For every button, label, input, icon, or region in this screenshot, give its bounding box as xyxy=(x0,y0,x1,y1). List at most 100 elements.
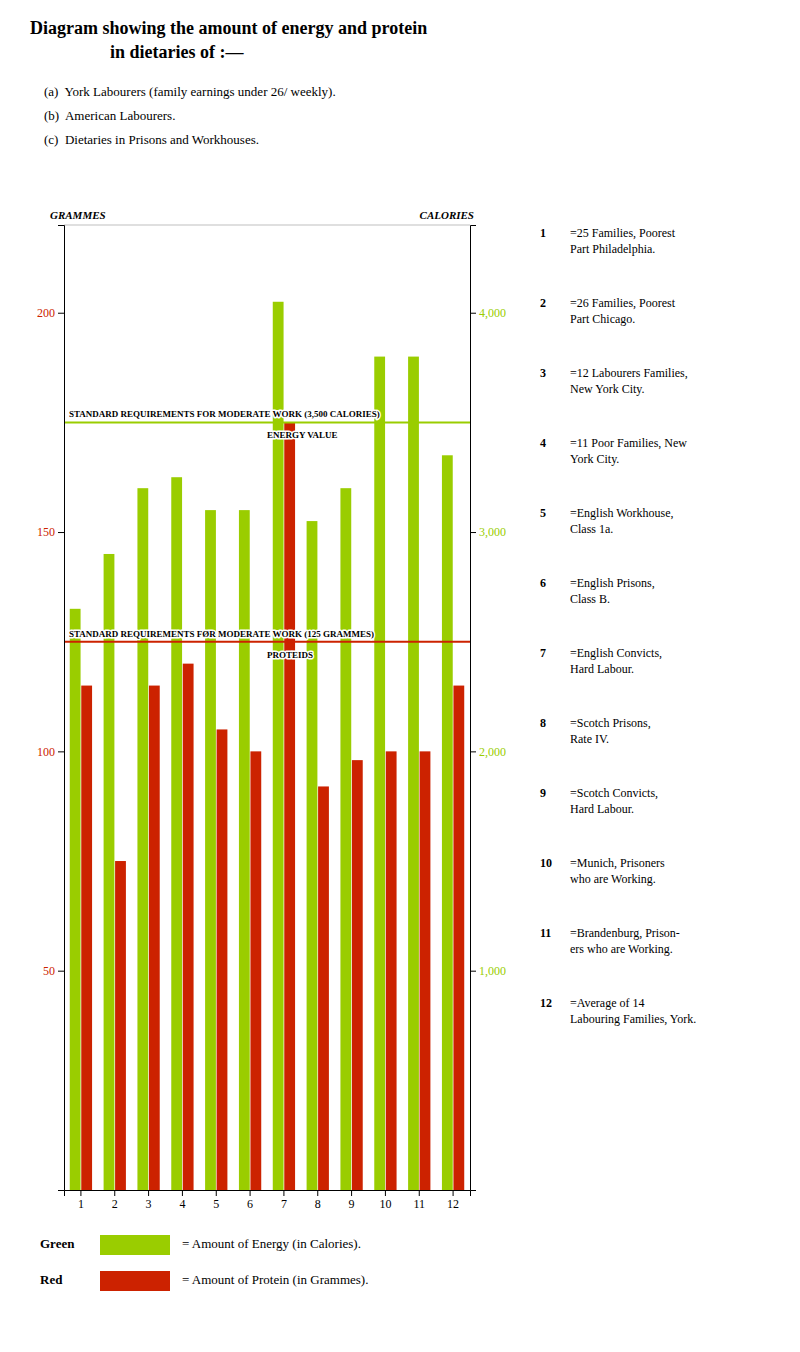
tick-label: 50 xyxy=(43,964,55,978)
legend-key: Red xyxy=(40,1272,63,1287)
note-number: 4 xyxy=(540,436,546,450)
note-text: =Brandenburg, Prison-ers who are Working… xyxy=(570,926,680,956)
tick-mark xyxy=(216,1190,217,1196)
bar xyxy=(408,357,419,1190)
note-text: =11 Poor Families, New York City. xyxy=(570,436,687,466)
tick: 3,000 xyxy=(470,525,506,539)
tick-label: 8 xyxy=(315,1197,321,1211)
tick-mark xyxy=(351,1190,352,1196)
bar xyxy=(205,510,216,1190)
tick-label: 12 xyxy=(447,1197,459,1211)
tick-label: 4 xyxy=(179,1197,185,1211)
reference-line xyxy=(64,421,470,423)
note-line: who are Working. xyxy=(570,872,656,886)
note-text: =English Convicts, Hard Labour. xyxy=(570,646,662,676)
subtitle: (b) American Labourers. xyxy=(44,108,175,123)
bar xyxy=(239,510,250,1190)
reference-label: ENERGY VALUE xyxy=(267,430,338,440)
note-number: 1 xyxy=(540,226,546,240)
bar xyxy=(217,729,228,1190)
bar xyxy=(104,554,115,1190)
note-line: =Average of 14 xyxy=(570,996,645,1010)
bar xyxy=(70,609,81,1190)
y2-axis: 1,000 2,000 3,000 4,000 xyxy=(470,226,506,1191)
note-text: =Munich, Prisonerswho are Working. xyxy=(570,856,665,886)
note-line: =11 Poor Families, New xyxy=(570,436,687,450)
tick-mark xyxy=(283,1190,284,1196)
bar xyxy=(149,686,160,1190)
tick-mark xyxy=(250,1190,251,1196)
reference-label: PROTEIDS xyxy=(267,650,313,660)
tick-label: 5 xyxy=(213,1197,219,1211)
bar xyxy=(115,861,126,1190)
legend: Green = Amount of Energy (in Calories). Re… xyxy=(40,1235,368,1291)
bar xyxy=(420,751,431,1190)
note-text: =Average of 14Labouring Families, York. xyxy=(570,996,696,1026)
title: in dietaries of :— xyxy=(110,42,244,62)
tick-mark xyxy=(58,532,64,533)
y-axis: 50 100 150 200 xyxy=(37,226,65,1191)
bar xyxy=(453,686,464,1190)
note-text: =English Workhouse, Class 1a. xyxy=(570,506,674,536)
tick: 10 xyxy=(379,1190,391,1211)
reference-label: STANDARD REQUIREMENTS FØR MODERATE WORK … xyxy=(69,629,374,639)
note-line: =English Convicts, xyxy=(570,646,662,660)
tick-mark xyxy=(470,751,476,752)
y-axis-title: GRAMMES xyxy=(50,209,106,221)
legend-swatch xyxy=(100,1235,170,1255)
bar-series xyxy=(70,302,453,1190)
tick: 100 xyxy=(37,745,64,759)
note-line: Class 1a. xyxy=(570,522,613,536)
axis-line xyxy=(471,226,477,1191)
tick-mark xyxy=(419,1190,420,1196)
subtitle: (a) York Labourers (family earnings unde… xyxy=(44,84,336,99)
tick-mark xyxy=(58,313,64,314)
tick-label: 3,000 xyxy=(479,525,506,539)
note-line: =English Workhouse, xyxy=(570,506,674,520)
category-notes: 1 =25 Families, Poorest Part Philadelphia.… xyxy=(540,226,696,1026)
tick-mark xyxy=(453,1190,454,1196)
tick-label: 150 xyxy=(37,525,55,539)
reference-label: STANDARD REQUIREMENTS FOR MODERATE WORK … xyxy=(69,409,380,419)
tick-label: 6 xyxy=(247,1197,253,1211)
note-number: 2 xyxy=(540,296,546,310)
note-line: New York City. xyxy=(570,382,645,396)
title: Diagram showing the amount of energy and… xyxy=(30,18,427,38)
tick: 6 xyxy=(247,1190,253,1211)
note-line: Hard Labour. xyxy=(570,662,634,676)
note-line: =25 Families, Poorest xyxy=(570,226,676,240)
tick-label: 100 xyxy=(37,745,55,759)
tick: 200 xyxy=(37,306,64,320)
tick-label: 2,000 xyxy=(479,745,506,759)
axis-line xyxy=(58,226,65,1191)
tick-label: 2 xyxy=(112,1197,118,1211)
bar xyxy=(340,488,351,1190)
note-line: Part Philadelphia. xyxy=(570,242,655,256)
tick-label: 1 xyxy=(78,1197,84,1211)
tick-mark xyxy=(58,971,64,972)
tick-label: 1,000 xyxy=(479,964,506,978)
axis-line xyxy=(65,1191,471,1197)
tick: 2,000 xyxy=(470,745,506,759)
plot-area xyxy=(64,302,470,1190)
note-line: Part Chicago. xyxy=(570,312,635,326)
bar-series xyxy=(81,422,464,1190)
note-line: York City. xyxy=(570,452,619,466)
tick-label: 4,000 xyxy=(479,306,506,320)
title-block: Diagram showing the amount of energy and… xyxy=(30,18,427,147)
note-line: =English Prisons, xyxy=(570,576,655,590)
note-text: =25 Families, Poorest Part Philadelphia. xyxy=(570,226,676,256)
reference-line xyxy=(64,641,470,643)
note-line: =26 Families, Poorest xyxy=(570,296,676,310)
note-line: =12 Labourers Families, xyxy=(570,366,688,380)
legend-entry: = Amount of Energy (in Calories). xyxy=(182,1236,361,1251)
legend-key: Green xyxy=(40,1236,75,1251)
tick: 1 xyxy=(78,1190,84,1211)
subtitle: (c) Dietaries in Prisons and Workhouses. xyxy=(44,132,259,147)
chart: Diagram showing the amount of energy and… xyxy=(0,0,800,1352)
bar xyxy=(374,357,385,1190)
bar xyxy=(183,664,194,1190)
tick-label: 9 xyxy=(349,1197,355,1211)
note-line: =Scotch Convicts, xyxy=(570,786,658,800)
bar xyxy=(137,488,148,1190)
